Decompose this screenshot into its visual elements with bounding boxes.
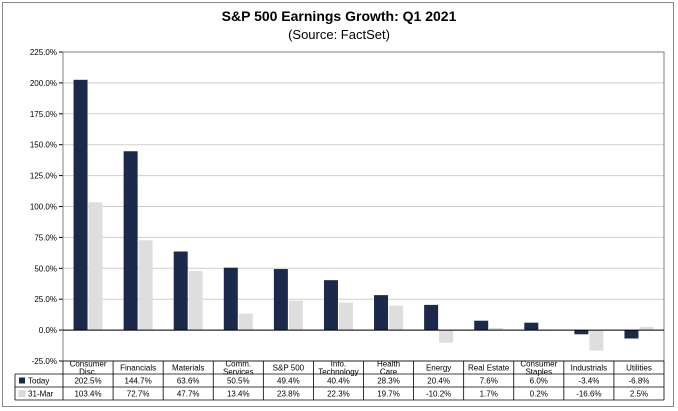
data-label: 72.7% [127, 390, 150, 399]
bar-31-mar [238, 313, 253, 331]
data-label: 6.0% [530, 377, 548, 386]
bar-31-mar [338, 302, 353, 331]
category-label: Comm. Services [223, 360, 254, 377]
bar-today [173, 251, 188, 331]
category-label: Consumer Staples [520, 360, 557, 377]
chart-subtitle: (Source: FactSet) [288, 27, 390, 42]
bar-today [624, 330, 639, 339]
data-label: 49.4% [277, 377, 300, 386]
bar-today [374, 295, 389, 331]
chart-title: S&P 500 Earnings Growth: Q1 2021 [221, 8, 457, 24]
data-label: 20.4% [427, 377, 450, 386]
bar-today [574, 330, 589, 335]
y-tick-label: 75.0% [34, 233, 57, 242]
data-label: 22.3% [327, 390, 350, 399]
bar-31-mar [188, 271, 203, 331]
legend-label-today: Today [28, 377, 49, 386]
bar-31-mar [489, 327, 504, 331]
category-label: Info. Technology [318, 360, 358, 377]
data-label: -3.4% [578, 377, 599, 386]
bar-today [223, 267, 238, 331]
data-label: 7.6% [480, 377, 498, 386]
bar-31-mar [639, 327, 654, 331]
chart-frame [2, 2, 674, 407]
y-tick-label: 150.0% [30, 141, 57, 150]
bar-31-mar [389, 305, 404, 331]
data-label: -6.8% [629, 377, 650, 386]
legend-swatch-today [19, 377, 25, 384]
bar-today [424, 304, 439, 331]
bar-31-mar [88, 202, 103, 331]
data-label: 50.5% [227, 377, 250, 386]
data-label: 23.8% [277, 390, 300, 399]
bar-today [123, 151, 138, 331]
category-label: Real Estate [468, 364, 510, 373]
data-label: 40.4% [327, 377, 350, 386]
category-label: Energy [426, 364, 451, 373]
y-tick-label: 175.0% [30, 110, 57, 119]
data-label: 103.4% [74, 390, 101, 399]
category-label: S&P 500 [273, 364, 305, 373]
y-tick-label: -25.0% [32, 357, 57, 366]
data-label: 47.7% [177, 390, 200, 399]
data-label: 144.7% [125, 377, 152, 386]
category-label: Financials [120, 364, 156, 373]
y-tick-label: 100.0% [30, 203, 57, 212]
data-label: -16.6% [576, 390, 601, 399]
category-label: Industrials [571, 364, 607, 373]
bar-today [524, 322, 539, 331]
data-label: -10.2% [426, 390, 451, 399]
data-label: 2.5% [630, 390, 648, 399]
bar-today [73, 79, 88, 331]
data-label: 28.3% [377, 377, 400, 386]
y-tick-label: 200.0% [30, 79, 57, 88]
bar-today [474, 320, 489, 331]
y-tick-label: 0.0% [39, 326, 57, 335]
data-label: 0.2% [530, 390, 548, 399]
data-label: 13.4% [227, 390, 250, 399]
data-label: 19.7% [377, 390, 400, 399]
legend-label-31-mar: 31-Mar [28, 390, 54, 399]
y-tick-label: 225.0% [30, 48, 57, 57]
bar-31-mar [439, 330, 454, 343]
category-label: Consumer Disc. [70, 360, 107, 377]
category-label: Utilities [626, 364, 652, 373]
bar-31-mar [589, 330, 604, 351]
legend-swatch-31-mar [18, 390, 26, 397]
category-label: Health Care [377, 360, 400, 377]
category-label: Materials [172, 364, 204, 373]
y-tick-label: 50.0% [34, 264, 57, 273]
y-tick-label: 125.0% [30, 172, 57, 181]
bar-31-mar [288, 300, 303, 331]
data-label: 1.7% [480, 390, 498, 399]
data-label: 63.6% [177, 377, 200, 386]
bar-31-mar [138, 240, 153, 331]
bar-today [273, 269, 288, 331]
y-tick-label: 25.0% [34, 295, 57, 304]
bar-today [323, 280, 338, 331]
data-label: 202.5% [74, 377, 101, 386]
